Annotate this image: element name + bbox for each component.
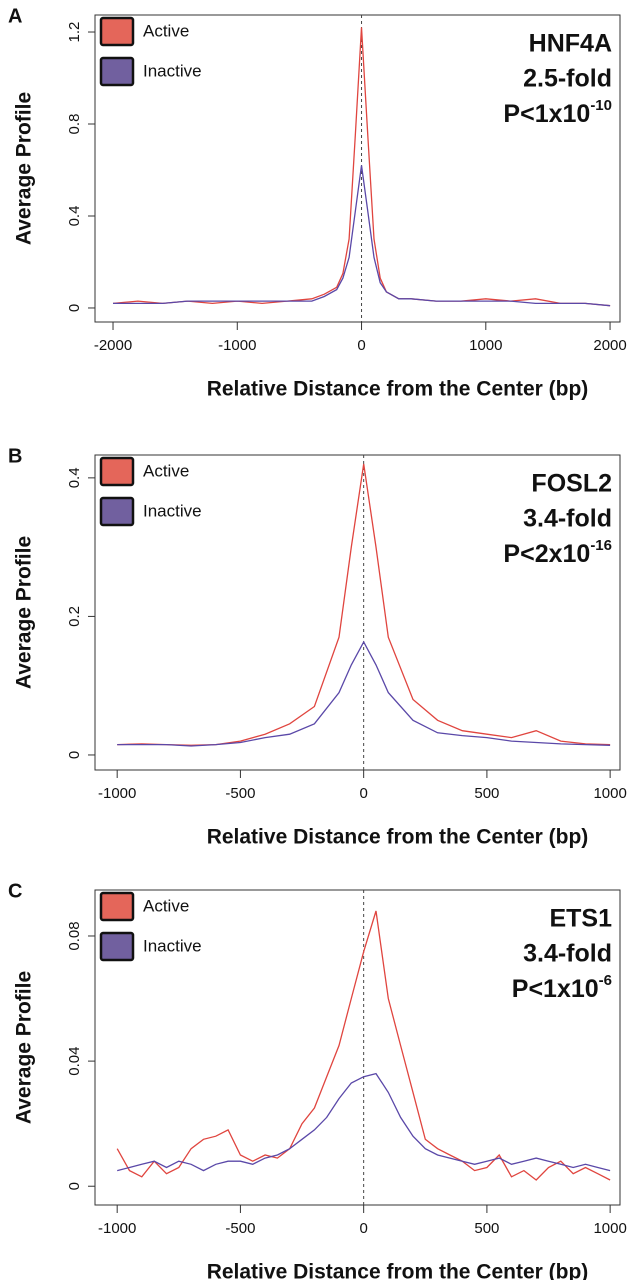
- x-tick-label: -1000: [98, 1220, 136, 1237]
- p-value: P<2x10-16: [503, 537, 612, 568]
- x-tick-label: 1000: [469, 337, 502, 354]
- x-tick-label: -1000: [218, 337, 256, 354]
- y-tick-label: 0: [66, 304, 83, 312]
- data-line: [116, 910, 611, 1181]
- legend-label: Inactive: [143, 61, 202, 80]
- y-axis-title: Average Profile: [13, 971, 36, 1124]
- x-tick-label: 500: [474, 785, 499, 802]
- x-axis-title: Relative Distance from the Center (bp): [207, 826, 589, 849]
- x-tick-label: 2000: [593, 337, 626, 354]
- legend-swatch: [99, 16, 135, 47]
- x-tick-label: 1000: [593, 1220, 626, 1237]
- data-line: [112, 27, 611, 307]
- y-tick-label: 0.2: [66, 606, 83, 627]
- legend-swatch: [99, 891, 135, 922]
- y-tick-label: 0: [66, 1182, 83, 1190]
- panel: A 0 0.4 0.8 1.2 -2000 -1000 0 1000 2000 Relative D…: [8, 5, 627, 400]
- plot-frame: [94, 889, 621, 1206]
- y-tick-label: 0.04: [66, 1047, 83, 1076]
- p-value-base: P<1x10: [512, 975, 599, 1003]
- y-tick-label: 0.4: [66, 467, 83, 488]
- p-value-base: P<2x10: [503, 540, 590, 568]
- x-tick-label: 0: [359, 1220, 367, 1237]
- panel-label: A: [8, 5, 22, 27]
- legend-label: Active: [143, 896, 189, 915]
- data-line: [117, 640, 611, 747]
- annotation: 3.4-fold: [523, 940, 612, 968]
- x-tick-label: -1000: [98, 785, 136, 802]
- data-line: [117, 1072, 611, 1172]
- y-tick-label: 0.8: [66, 114, 83, 135]
- annotation: 2.5-fold: [523, 65, 612, 93]
- p-value-exponent: -6: [599, 972, 612, 989]
- legend-label: Inactive: [143, 936, 202, 955]
- y-tick-label: 0.08: [66, 921, 83, 950]
- y-axis-title: Average Profile: [13, 536, 36, 689]
- y-axis-title: Average Profile: [13, 92, 36, 245]
- plot-frame: [94, 14, 621, 323]
- annotation: ETS1: [549, 905, 612, 933]
- y-tick-label: 0: [66, 751, 83, 759]
- x-tick-label: 0: [359, 785, 367, 802]
- p-value-exponent: -16: [590, 537, 612, 554]
- p-value: P<1x10-10: [503, 97, 612, 128]
- legend-swatch: [99, 931, 135, 962]
- legend-swatch: [99, 456, 135, 487]
- p-value: P<1x10-6: [512, 972, 612, 1003]
- p-value-base: P<1x10: [503, 100, 590, 128]
- x-axis-title: Relative Distance from the Center (bp): [207, 378, 589, 401]
- data-line: [113, 165, 611, 307]
- panel-label: C: [8, 880, 22, 902]
- legend-swatch: [99, 56, 135, 87]
- legend-label: Inactive: [143, 501, 202, 520]
- annotation: HNF4A: [529, 30, 612, 58]
- panel-label: B: [8, 445, 22, 467]
- annotation: 3.4-fold: [523, 505, 612, 533]
- x-tick-label: -500: [225, 785, 255, 802]
- legend-swatch: [99, 496, 135, 527]
- x-tick-label: -2000: [94, 337, 132, 354]
- legend-label: Active: [143, 21, 189, 40]
- annotation: FOSL2: [531, 470, 612, 498]
- legend-label: Active: [143, 461, 189, 480]
- y-tick-label: 1.2: [66, 22, 83, 43]
- x-tick-label: -500: [225, 1220, 255, 1237]
- x-tick-label: 0: [357, 337, 365, 354]
- panel: B 0 0.2 0.4 -1000 -500 0 500 1000 Relative Distan…: [8, 445, 627, 848]
- plot-frame: [94, 454, 621, 771]
- x-tick-label: 500: [474, 1220, 499, 1237]
- y-tick-label: 0.4: [66, 206, 83, 227]
- p-value-exponent: -10: [590, 97, 612, 114]
- x-axis-title: Relative Distance from the Center (bp): [207, 1261, 589, 1280]
- panel: C 0 0.04 0.08 -1000 -500 0 500 1000 Relative Dist…: [8, 880, 627, 1280]
- x-tick-label: 1000: [593, 785, 626, 802]
